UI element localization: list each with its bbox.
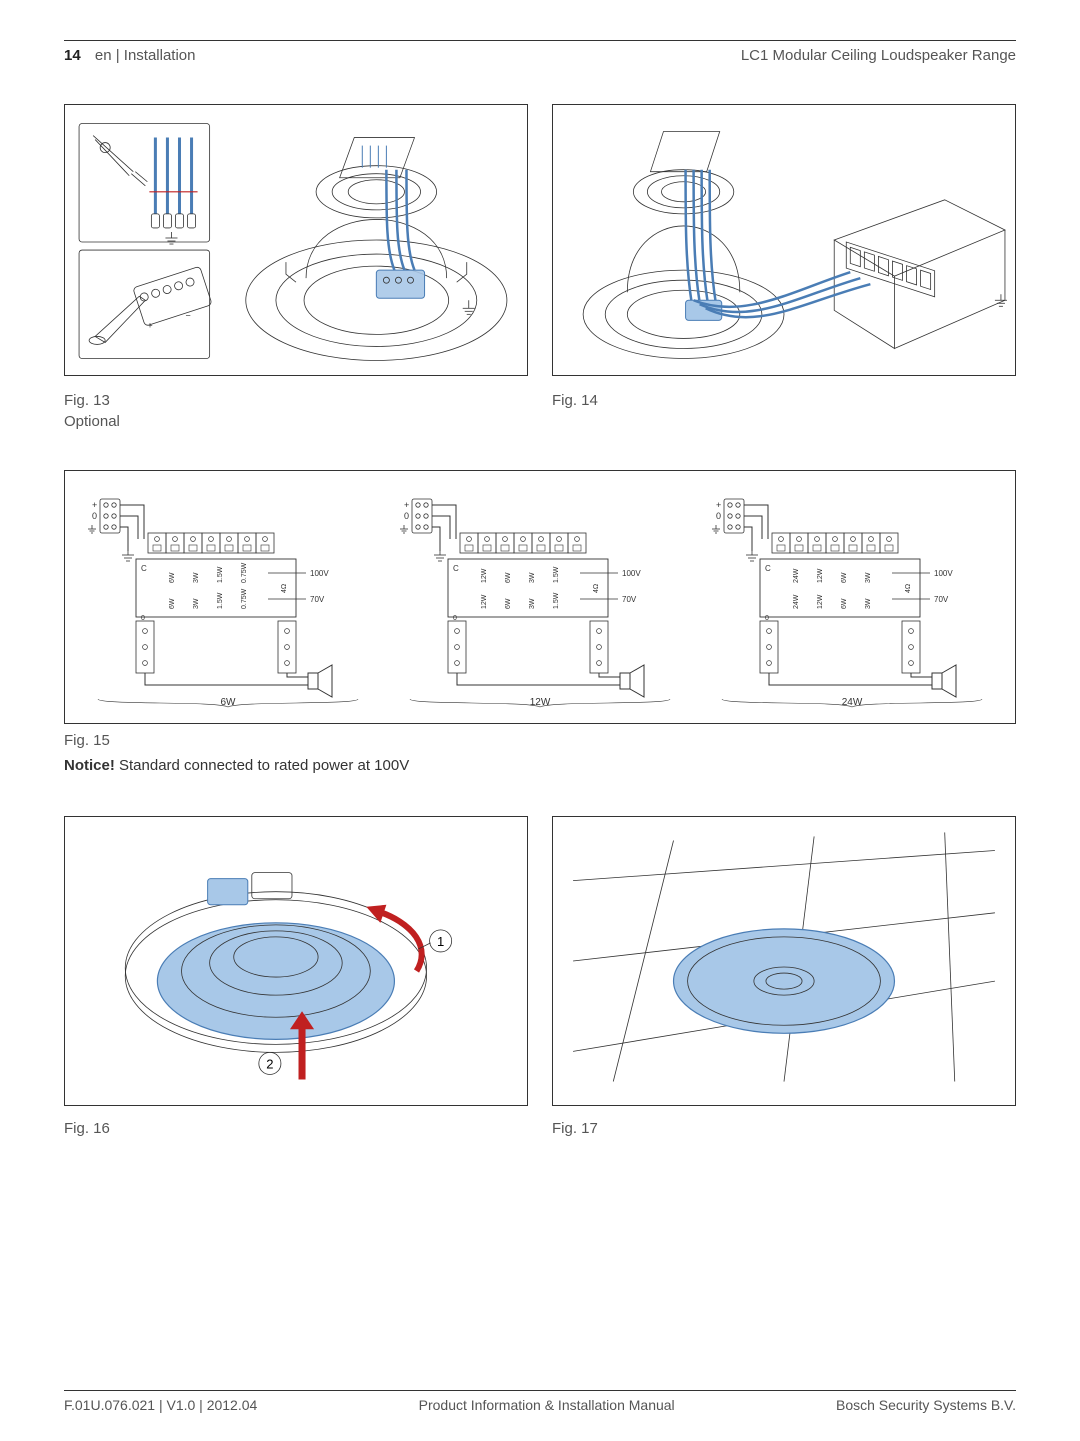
fig15-notice: Notice! Standard connected to rated powe… [64, 757, 1016, 774]
svg-text:70V: 70V [622, 595, 637, 604]
svg-text:70V: 70V [934, 595, 949, 604]
svg-text:3W: 3W [529, 572, 536, 583]
fig16-svg: 1 2 [65, 817, 527, 1105]
fig13-svg: + − [65, 105, 527, 375]
svg-text:0: 0 [404, 511, 409, 521]
svg-text:6W: 6W [169, 572, 176, 583]
svg-text:12W: 12W [481, 568, 488, 583]
svg-text:1.5W: 1.5W [217, 592, 224, 609]
plus-icon: + [147, 320, 152, 330]
footer-right: Bosch Security Systems B.V. [836, 1397, 1016, 1413]
fig-row-13-14: + − [64, 104, 1016, 376]
svg-text:1.5W: 1.5W [553, 592, 560, 609]
fig16-step1: 1 [437, 934, 444, 949]
fig17-caption: Fig. 17 [552, 1120, 1016, 1137]
svg-text:6W: 6W [169, 598, 176, 609]
header-lang-section: en | Installation [95, 47, 196, 64]
page: 14 en | Installation LC1 Modular Ceiling… [0, 0, 1080, 1441]
svg-text:24W: 24W [793, 568, 800, 583]
svg-text:4Ω: 4Ω [905, 584, 912, 593]
fig-caption-row-16-17: Fig. 16 Fig. 17 [64, 1114, 1016, 1137]
fig16-box: 1 2 [64, 816, 528, 1106]
fig16-step2: 2 [266, 1056, 273, 1071]
svg-text:0: 0 [453, 615, 457, 622]
svg-text:6W: 6W [841, 572, 848, 583]
svg-text:6W: 6W [505, 572, 512, 583]
notice-text: Standard connected to rated power at 100… [115, 757, 409, 774]
svg-text:3W: 3W [865, 598, 872, 609]
wiring-diagram-12W: +0 C 12W 6W 3W 1.5W 12W 6W 3W 1.5W 100V 70V 4Ω 0 12W [390, 489, 690, 709]
svg-text:100V: 100V [934, 569, 953, 578]
header-product: LC1 Modular Ceiling Loudspeaker Range [741, 47, 1016, 64]
svg-text:12W: 12W [530, 697, 551, 708]
fig14-caption: Fig. 14 [552, 392, 1016, 409]
svg-text:1.5W: 1.5W [553, 566, 560, 583]
svg-text:3W: 3W [193, 598, 200, 609]
footer-left: F.01U.076.021 | V1.0 | 2012.04 [64, 1397, 257, 1413]
page-header: 14 en | Installation LC1 Modular Ceiling… [64, 47, 1016, 64]
svg-text:6W: 6W [221, 697, 237, 708]
fig15-box: +0 C 6W 3W 1.5W 0.75W 6W 3W 1.5W 0.75W 100V 70V 4Ω 0 6… [64, 470, 1016, 724]
svg-text:0: 0 [765, 615, 769, 622]
svg-text:70V: 70V [310, 595, 325, 604]
footer-row: F.01U.076.021 | V1.0 | 2012.04 Product I… [64, 1397, 1016, 1413]
svg-text:3W: 3W [865, 572, 872, 583]
svg-text:C: C [141, 564, 147, 573]
svg-text:+: + [404, 500, 409, 510]
top-rule [64, 40, 1016, 41]
notice-bold: Notice! [64, 757, 115, 774]
svg-text:+: + [92, 500, 97, 510]
svg-text:24W: 24W [842, 697, 863, 708]
svg-text:6W: 6W [505, 598, 512, 609]
fig14-svg [553, 105, 1015, 375]
svg-text:12W: 12W [817, 594, 824, 609]
footer-center: Product Information & Installation Manua… [419, 1397, 675, 1413]
header-left: 14 en | Installation [64, 47, 196, 64]
fig17-box [552, 816, 1016, 1106]
svg-text:24W: 24W [793, 594, 800, 609]
fig13-sub: Optional [64, 413, 1016, 430]
page-footer: F.01U.076.021 | V1.0 | 2012.04 Product I… [64, 1390, 1016, 1413]
svg-text:0.75W: 0.75W [241, 562, 248, 583]
minus-icon: − [186, 310, 191, 320]
svg-text:C: C [453, 564, 459, 573]
svg-text:0: 0 [716, 511, 721, 521]
svg-text:+: + [716, 500, 721, 510]
fig13-caption: Fig. 13 [64, 392, 528, 409]
svg-text:6W: 6W [841, 598, 848, 609]
fig16-caption: Fig. 16 [64, 1120, 528, 1137]
svg-text:0: 0 [141, 615, 145, 622]
svg-text:12W: 12W [817, 568, 824, 583]
svg-text:4Ω: 4Ω [281, 584, 288, 593]
footer-rule [64, 1390, 1016, 1391]
svg-text:3W: 3W [193, 572, 200, 583]
svg-text:100V: 100V [622, 569, 641, 578]
wiring-diagram-6W: +0 C 6W 3W 1.5W 0.75W 6W 3W 1.5W 0.75W 100V 70V 4Ω 0 6… [78, 489, 378, 709]
svg-text:0.75W: 0.75W [241, 588, 248, 609]
page-number: 14 [64, 47, 81, 64]
svg-text:3W: 3W [529, 598, 536, 609]
svg-text:0: 0 [92, 511, 97, 521]
fig14-box [552, 104, 1016, 376]
svg-text:12W: 12W [481, 594, 488, 609]
wiring-diagram-24W: +0 C 24W 12W 6W 3W 24W 12W 6W 3W 100V 70V 4Ω 0 24W [702, 489, 1002, 709]
fig-row-16-17: 1 2 [64, 816, 1016, 1106]
svg-text:100V: 100V [310, 569, 329, 578]
fig15-caption: Fig. 15 [64, 732, 1016, 749]
svg-text:4Ω: 4Ω [593, 584, 600, 593]
svg-text:C: C [765, 564, 771, 573]
fig13-box: + − [64, 104, 528, 376]
fig17-svg [553, 817, 1015, 1105]
fig-caption-row-13-14: Fig. 13 Fig. 14 [64, 386, 1016, 409]
svg-text:1.5W: 1.5W [217, 566, 224, 583]
